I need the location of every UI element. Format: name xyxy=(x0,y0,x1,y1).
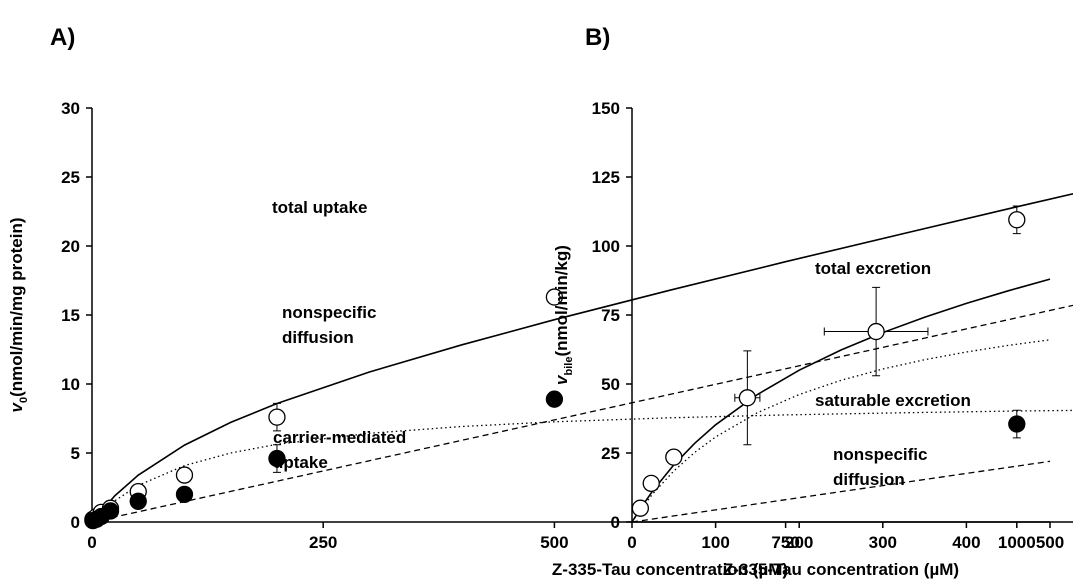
curve xyxy=(92,409,1073,522)
x-tick-label: 500 xyxy=(1036,533,1064,552)
x-tick-label: 100 xyxy=(701,533,729,552)
annotation: uptake xyxy=(273,453,328,472)
data-point xyxy=(130,493,146,509)
data-point xyxy=(1009,212,1025,228)
y-axis-subscript: bile xyxy=(563,357,575,376)
x-tick-label: 1000 xyxy=(998,533,1036,552)
x-tick-label: 0 xyxy=(627,533,636,552)
data-point xyxy=(666,449,682,465)
y-tick-label: 10 xyxy=(61,375,80,394)
data-point xyxy=(546,391,562,407)
y-tick-label: 50 xyxy=(601,375,620,394)
x-tick-label: 250 xyxy=(309,533,337,552)
data-point xyxy=(102,503,118,519)
y-tick-label: 20 xyxy=(61,237,80,256)
x-tick-label: 200 xyxy=(785,533,813,552)
y-tick-label: 125 xyxy=(592,168,620,187)
annotation: total excretion xyxy=(815,259,931,278)
y-tick-label: 100 xyxy=(592,237,620,256)
data-point xyxy=(643,475,659,491)
data-point xyxy=(176,467,192,483)
data-point xyxy=(176,486,192,502)
x-tick-label: 500 xyxy=(540,533,568,552)
panel-label: A) xyxy=(50,24,75,51)
annotation: nonspecific xyxy=(282,303,376,322)
annotation: carrier-mediated xyxy=(273,428,406,447)
x-tick-label: 0 xyxy=(87,533,96,552)
annotation: saturable excretion xyxy=(815,391,971,410)
curve xyxy=(632,340,1050,522)
y-tick-label: 25 xyxy=(601,444,620,463)
data-point xyxy=(269,409,285,425)
annotation: diffusion xyxy=(833,470,905,489)
y-tick-label: 75 xyxy=(601,306,620,325)
x-axis-title: Z-335-Tau concentration (µM) xyxy=(723,560,959,579)
y-tick-label: 15 xyxy=(61,306,80,325)
y-tick-label: 5 xyxy=(71,444,80,463)
data-point xyxy=(632,500,648,516)
y-tick-label: 25 xyxy=(61,168,80,187)
y-tick-label: 150 xyxy=(592,99,620,118)
y-axis-unit: (nmol/min/mg protein) xyxy=(7,217,26,396)
x-tick-label: 300 xyxy=(869,533,897,552)
annotation: total uptake xyxy=(272,198,367,217)
y-tick-label: 0 xyxy=(611,513,620,532)
data-point xyxy=(868,324,884,340)
y-tick-label: 30 xyxy=(61,99,80,118)
data-point xyxy=(739,390,755,406)
y-axis-unit: (nmol/min/kg) xyxy=(552,245,571,356)
annotation: nonspecific xyxy=(833,445,927,464)
y-tick-label: 0 xyxy=(71,513,80,532)
y-axis-title: v0(nmol/min/mg protein) xyxy=(7,217,30,412)
panel-label: B) xyxy=(585,24,610,51)
x-tick-label: 400 xyxy=(952,533,980,552)
data-point xyxy=(1009,416,1025,432)
annotation: diffusion xyxy=(282,328,354,347)
